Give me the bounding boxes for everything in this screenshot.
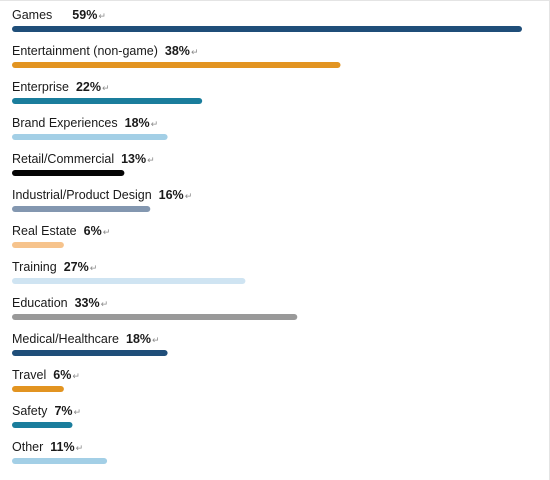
value-label: 7% bbox=[54, 404, 72, 418]
category-label: Training bbox=[12, 260, 57, 274]
bar bbox=[12, 458, 108, 464]
category-label: Safety bbox=[12, 404, 48, 418]
category-label: Medical/Healthcare bbox=[12, 332, 119, 346]
category-label: Brand Experiences bbox=[12, 116, 118, 130]
bar bbox=[12, 134, 168, 140]
paragraph-mark-icon: ↵ bbox=[102, 84, 110, 94]
value-label: 59% bbox=[72, 8, 97, 22]
category-label: Games bbox=[12, 8, 52, 22]
category-label: Retail/Commercial bbox=[12, 152, 114, 166]
value-label: 18% bbox=[125, 116, 150, 130]
paragraph-mark-icon: ↵ bbox=[191, 48, 199, 58]
paragraph-mark-icon: ↵ bbox=[101, 300, 109, 310]
paragraph-mark-icon: ↵ bbox=[90, 264, 98, 274]
paragraph-mark-icon: ↵ bbox=[147, 156, 155, 166]
paragraph-mark-icon: ↵ bbox=[103, 228, 111, 238]
paragraph-mark-icon: ↵ bbox=[151, 120, 159, 130]
bar bbox=[12, 26, 522, 32]
bar bbox=[12, 242, 64, 248]
category-label: Education bbox=[12, 296, 68, 310]
bar bbox=[12, 206, 151, 212]
bar bbox=[12, 350, 168, 356]
paragraph-mark-icon: ↵ bbox=[152, 336, 160, 346]
value-label: 16% bbox=[159, 188, 184, 202]
category-label: Entertainment (non-game) bbox=[12, 44, 158, 58]
value-label: 18% bbox=[126, 332, 151, 346]
chart-frame-top-line bbox=[0, 0, 550, 1]
value-label: 27% bbox=[64, 260, 89, 274]
category-label: Enterprise bbox=[12, 80, 69, 94]
value-label: 22% bbox=[76, 80, 101, 94]
value-label: 33% bbox=[75, 296, 100, 310]
paragraph-mark-icon: ↵ bbox=[72, 372, 80, 382]
bar bbox=[12, 314, 298, 320]
bar bbox=[12, 278, 246, 284]
bar bbox=[12, 386, 64, 392]
paragraph-mark-icon: ↵ bbox=[185, 192, 193, 202]
bar bbox=[12, 422, 73, 428]
category-label: Industrial/Product Design bbox=[12, 188, 152, 202]
value-label: 13% bbox=[121, 152, 146, 166]
bar bbox=[12, 62, 341, 68]
paragraph-mark-icon: ↵ bbox=[74, 408, 82, 418]
value-label: 6% bbox=[84, 224, 102, 238]
value-label: 11% bbox=[50, 440, 74, 454]
value-label: 38% bbox=[165, 44, 190, 58]
category-label: Real Estate bbox=[12, 224, 77, 238]
paragraph-mark-icon: ↵ bbox=[98, 12, 106, 22]
bar bbox=[12, 98, 203, 104]
bar bbox=[12, 170, 125, 176]
category-label: Travel bbox=[12, 368, 46, 382]
value-label: 6% bbox=[53, 368, 71, 382]
paragraph-mark-icon: ↵ bbox=[76, 444, 84, 454]
category-label: Other bbox=[12, 440, 43, 454]
